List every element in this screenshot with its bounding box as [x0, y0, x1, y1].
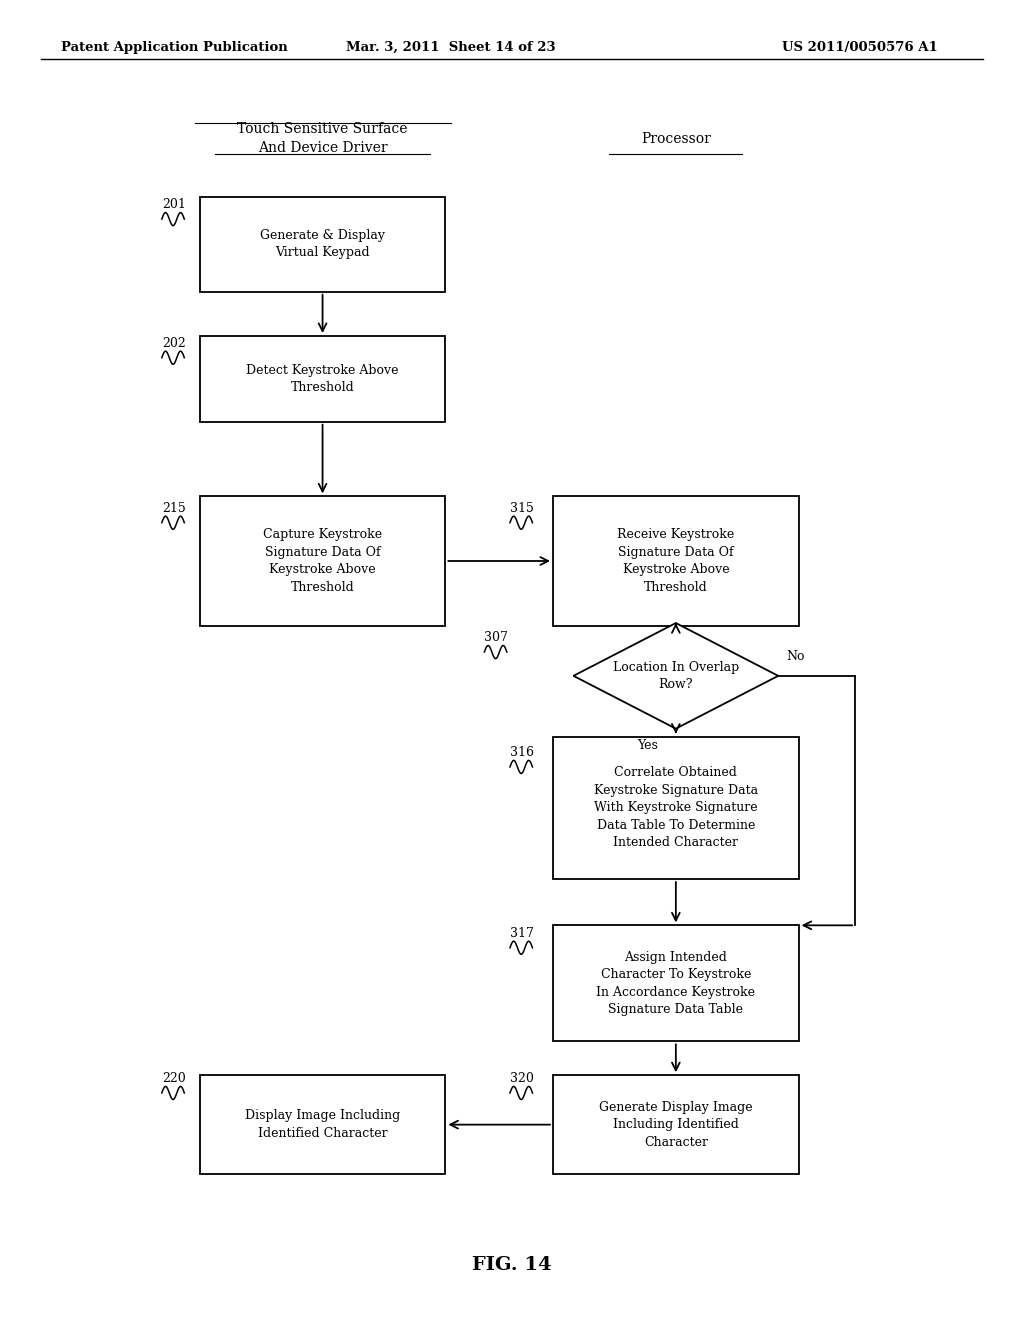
FancyBboxPatch shape [553, 925, 799, 1041]
Text: No: No [786, 649, 805, 663]
Text: Assign Intended
Character To Keystroke
In Accordance Keystroke
Signature Data Ta: Assign Intended Character To Keystroke I… [596, 950, 756, 1016]
FancyBboxPatch shape [200, 335, 445, 422]
Polygon shape [573, 623, 778, 729]
Text: Location In Overlap
Row?: Location In Overlap Row? [612, 660, 739, 692]
Text: Processor: Processor [641, 132, 711, 145]
Text: Correlate Obtained
Keystroke Signature Data
With Keystroke Signature
Data Table : Correlate Obtained Keystroke Signature D… [594, 767, 758, 849]
FancyBboxPatch shape [553, 737, 799, 879]
FancyBboxPatch shape [553, 496, 799, 626]
FancyBboxPatch shape [553, 1074, 799, 1175]
Text: FIG. 14: FIG. 14 [472, 1255, 552, 1274]
Text: 316: 316 [510, 746, 534, 759]
Text: 307: 307 [484, 631, 508, 644]
Text: 320: 320 [510, 1072, 534, 1085]
Text: 201: 201 [162, 198, 185, 211]
Text: Mar. 3, 2011  Sheet 14 of 23: Mar. 3, 2011 Sheet 14 of 23 [346, 41, 555, 54]
Text: 202: 202 [162, 337, 185, 350]
Text: Receive Keystroke
Signature Data Of
Keystroke Above
Threshold: Receive Keystroke Signature Data Of Keys… [617, 528, 734, 594]
Text: 220: 220 [162, 1072, 185, 1085]
Text: Capture Keystroke
Signature Data Of
Keystroke Above
Threshold: Capture Keystroke Signature Data Of Keys… [263, 528, 382, 594]
Text: Display Image Including
Identified Character: Display Image Including Identified Chara… [245, 1109, 400, 1140]
Text: US 2011/0050576 A1: US 2011/0050576 A1 [782, 41, 938, 54]
Text: 317: 317 [510, 927, 534, 940]
Text: Generate & Display
Virtual Keypad: Generate & Display Virtual Keypad [260, 228, 385, 260]
Text: 315: 315 [510, 502, 534, 515]
Text: Yes: Yes [637, 739, 657, 752]
FancyBboxPatch shape [200, 496, 445, 626]
Text: Detect Keystroke Above
Threshold: Detect Keystroke Above Threshold [247, 363, 398, 395]
FancyBboxPatch shape [200, 197, 445, 292]
Text: 215: 215 [162, 502, 185, 515]
FancyBboxPatch shape [200, 1074, 445, 1175]
Text: Patent Application Publication: Patent Application Publication [61, 41, 288, 54]
Text: Touch Sensitive Surface
And Device Driver: Touch Sensitive Surface And Device Drive… [238, 121, 408, 156]
Text: Generate Display Image
Including Identified
Character: Generate Display Image Including Identif… [599, 1101, 753, 1148]
